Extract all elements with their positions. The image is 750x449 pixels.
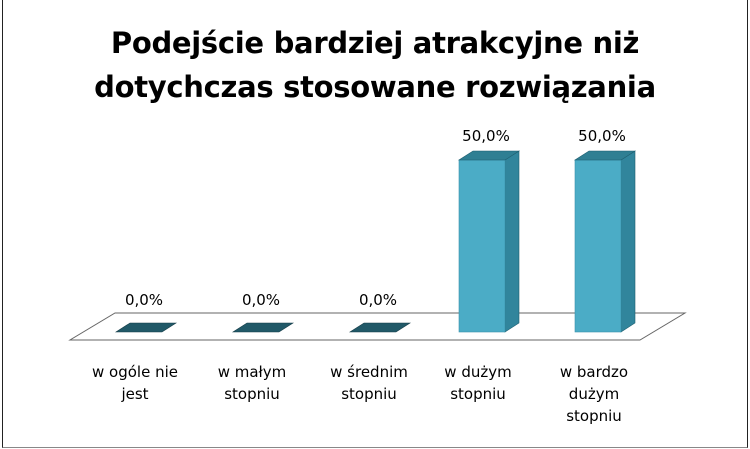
category-label: w ogóle nie: [92, 363, 178, 381]
data-label: 0,0%: [359, 291, 397, 309]
bar-top: [457, 150, 521, 161]
category-label: w średnim: [330, 363, 408, 381]
bar-top: [573, 150, 637, 161]
data-label: 0,0%: [242, 291, 280, 309]
chart-title-line-2: dotychczas stosowane rozwiązania: [94, 70, 656, 104]
data-label: 50,0%: [462, 127, 510, 145]
category-label: stopniu: [224, 385, 280, 403]
bar: [348, 322, 412, 333]
bar: [574, 159, 622, 333]
category-label: w bardzo: [560, 363, 628, 381]
bar: [458, 159, 506, 333]
bar-side: [504, 150, 520, 333]
bar-side: [620, 150, 636, 333]
chart-title-line-1: Podejście bardziej atrakcyjne niż: [110, 26, 640, 60]
category-label: dużym: [569, 385, 619, 403]
category-label: stopniu: [566, 407, 622, 425]
bar: [231, 322, 295, 333]
category-label: jest: [120, 385, 148, 403]
category-label: stopniu: [341, 385, 397, 403]
category-label: w małym: [218, 363, 287, 381]
category-label: w dużym: [444, 363, 511, 381]
data-label: 50,0%: [578, 127, 626, 145]
category-label: stopniu: [450, 385, 506, 403]
bar: [114, 322, 178, 333]
data-label: 0,0%: [125, 291, 163, 309]
